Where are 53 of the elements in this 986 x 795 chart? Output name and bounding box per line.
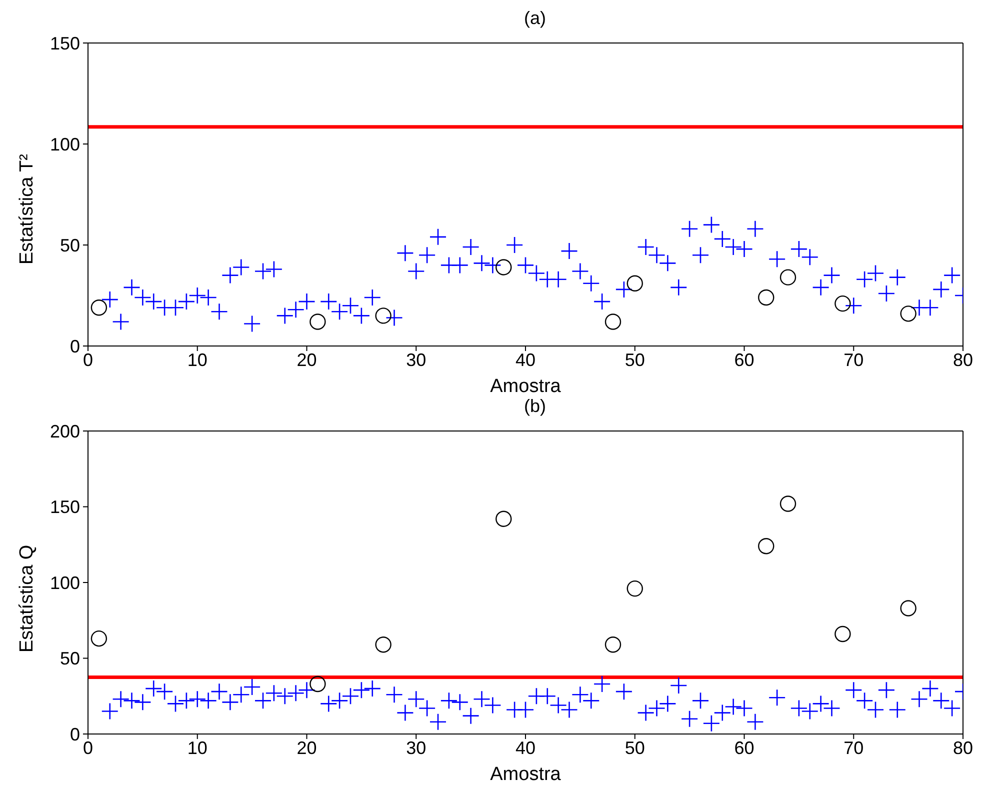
x-tick-label: 70 [844,738,864,758]
point [758,289,774,306]
point [780,269,796,286]
point [604,314,622,330]
x-tick-label: 10 [187,350,208,370]
point [310,676,326,692]
x-tick-label: 40 [515,350,536,370]
y-tick-label: 0 [70,336,80,356]
x-tick-label: 40 [515,738,536,758]
x-tick-label: 10 [187,738,208,758]
y-tick-label: 50 [60,648,80,669]
x-tick-label: 30 [406,738,426,758]
x-tick-label: 80 [952,738,974,758]
point [90,300,108,316]
x-tick-label: 50 [624,738,645,758]
y-tick-label: 100 [50,134,80,154]
point [780,496,796,512]
x-tick-label: 60 [734,350,754,370]
y-tick-label: 0 [70,724,80,744]
x-tick-label: 20 [296,738,317,758]
point [834,626,851,642]
point [496,259,512,276]
chart-title: (b) [523,396,547,418]
y-axis-title: Estatística Q [16,544,38,652]
point [90,630,108,647]
y-tick-label: 150 [50,497,80,518]
point [834,295,851,312]
point [375,308,392,324]
point [604,636,622,653]
x-tick-label: 50 [624,350,645,370]
x-tick-label: 0 [82,350,94,370]
x-axis-title: Amostra [490,764,562,785]
y-tick-label: 150 [50,33,80,54]
point [900,306,916,322]
x-axis-title: Amostra [490,376,562,397]
point [626,275,643,292]
x-tick-label: 30 [406,350,426,370]
x-tick-label: 0 [82,738,94,758]
x-tick-label: 20 [296,350,317,370]
x-tick-label: 60 [734,738,754,758]
y-tick-label: 50 [60,235,80,256]
point [375,636,392,653]
x-tick-label: 80 [952,350,974,370]
y-tick-label: 200 [50,421,80,442]
chart-title: (a) [523,8,547,30]
point [310,314,326,330]
point [758,538,774,554]
y-axis-title: Estatística T² [16,154,38,264]
x-tick-label: 70 [844,350,864,370]
point [900,600,916,616]
y-tick-label: 100 [50,572,80,593]
point [496,510,512,527]
point [626,580,643,597]
